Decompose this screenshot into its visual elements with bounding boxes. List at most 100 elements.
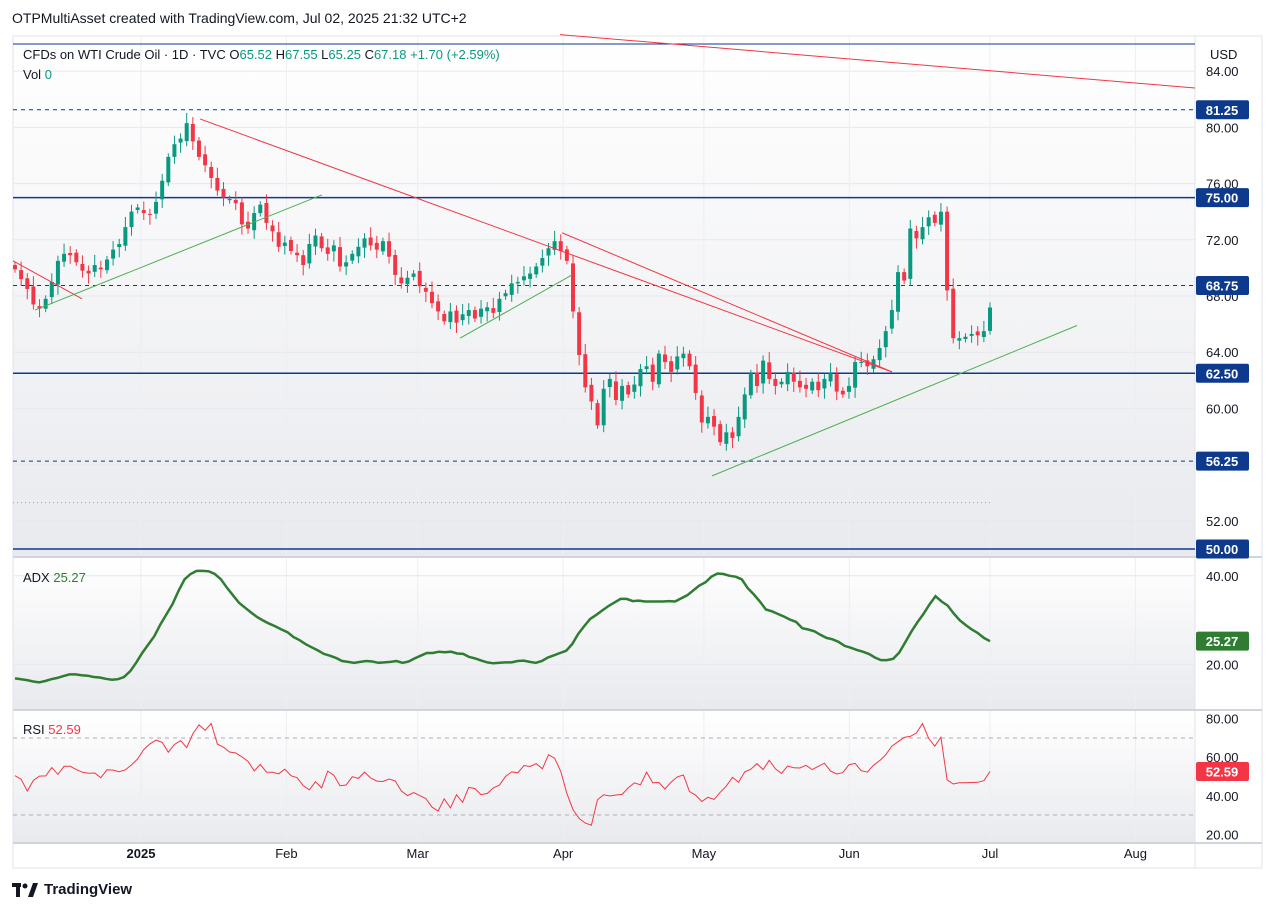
candle-body (13, 265, 17, 270)
candle-body (693, 364, 698, 393)
candle-body (914, 231, 919, 239)
time-tick-label: Mar (407, 846, 430, 861)
candle-body (595, 403, 600, 426)
candle-body (883, 331, 888, 348)
candle-body (178, 138, 183, 143)
candle-body (288, 240, 293, 252)
candle-body (613, 381, 618, 400)
candle-body (957, 338, 962, 341)
candle-body (405, 277, 410, 285)
candle-body (632, 384, 637, 392)
candle-body (712, 416, 717, 427)
candle-body (485, 307, 490, 312)
candle-body (380, 241, 385, 252)
candle-body (626, 385, 631, 395)
time-tick-label: May (692, 846, 717, 861)
candle-body (301, 255, 306, 266)
candle-body (687, 353, 692, 367)
candle-body (203, 154, 208, 166)
rsi-tick-label: 40.00 (1206, 789, 1239, 804)
candle-body (920, 227, 925, 240)
candle-body (276, 232, 281, 247)
tradingview-brand: TradingView (44, 881, 133, 898)
candle-body (638, 369, 643, 387)
candle-body (509, 283, 514, 295)
candle-body (62, 253, 67, 262)
price-level-pill (1196, 451, 1249, 471)
candle-body (521, 276, 526, 281)
candle-body (644, 366, 649, 370)
candle-body (669, 361, 674, 372)
low-label: L (321, 47, 328, 62)
candle-body (822, 378, 827, 389)
chart-credit: OTPMultiAsset created with TradingView.c… (12, 10, 467, 26)
candle-body (846, 385, 851, 392)
candle-body (589, 384, 594, 402)
candle-body (564, 249, 569, 261)
candle-body (785, 371, 790, 385)
candle-body (221, 188, 226, 198)
candle-body (552, 241, 557, 250)
candle-body (74, 252, 79, 263)
candle-body (754, 372, 759, 386)
trendline-green-may (711, 325, 1078, 477)
candle-body (344, 262, 349, 267)
candle-body (246, 221, 251, 229)
candle-body (902, 272, 907, 281)
candle-body (963, 336, 968, 340)
candle-body (325, 247, 330, 254)
candle-body (147, 213, 152, 215)
time-tick-label: Jun (839, 846, 860, 861)
candle-body (571, 263, 576, 312)
candle-body (981, 331, 986, 338)
candle-body (282, 242, 287, 246)
rsi-tick-label: 60.00 (1206, 750, 1239, 765)
candle-body (503, 293, 508, 297)
candle-body (620, 385, 625, 401)
candle-body (270, 225, 275, 232)
trendline-green-mar (459, 274, 573, 339)
price-tick-label: 64.00 (1206, 345, 1239, 360)
time-tick-label: Jul (982, 846, 999, 861)
candle-body (448, 311, 453, 323)
candle-body (362, 238, 367, 248)
candle-body (791, 372, 796, 382)
candle-body (779, 381, 784, 385)
candle-body (233, 199, 238, 204)
candle-body (129, 211, 134, 228)
candle-body (43, 298, 48, 309)
price-level-pill-label: 62.50 (1206, 366, 1239, 381)
candle-body (945, 211, 950, 291)
candle-body (472, 310, 477, 319)
volume-line: Vol 0 (23, 67, 52, 82)
candle-body (853, 362, 858, 388)
tradingview-logo[interactable]: TradingView (12, 881, 132, 898)
candle-body (742, 394, 747, 420)
candle-body (166, 156, 171, 183)
candle-body (534, 266, 539, 275)
candle-body (227, 199, 232, 201)
candle-body (810, 381, 815, 391)
price-level-pill (1196, 100, 1249, 120)
candle-body (932, 214, 937, 223)
trendline-red-mid (199, 118, 893, 373)
candle-body (675, 356, 680, 370)
price-tick-label: 80.00 (1206, 120, 1239, 135)
candle-body (988, 307, 992, 331)
candle-body (681, 353, 686, 359)
candle-body (141, 209, 146, 214)
candle-body (92, 265, 97, 272)
currency-label: USD (1210, 47, 1237, 62)
candle-body (926, 217, 931, 227)
candle-body (730, 432, 735, 438)
candle-body (834, 374, 839, 392)
candle-body (172, 144, 177, 157)
candle-body (828, 373, 833, 382)
candle-body (767, 362, 772, 379)
candle-body (417, 270, 422, 287)
candle-body (135, 207, 140, 210)
candle-body (460, 314, 465, 321)
candle-body (938, 211, 943, 225)
candle-body (154, 201, 159, 214)
